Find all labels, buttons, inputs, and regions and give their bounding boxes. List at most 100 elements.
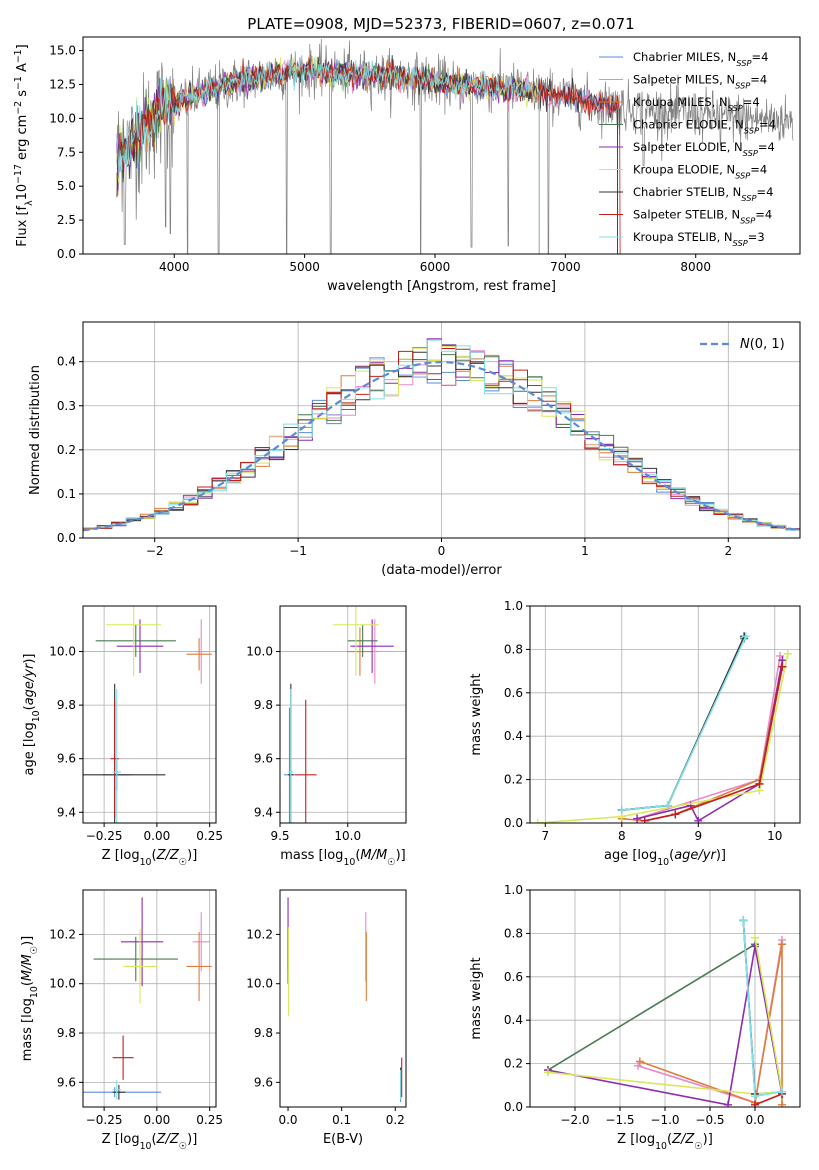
x-tick-label: 0.0 [745,1113,764,1127]
y-tick-label: 12.5 [49,77,76,91]
weight-marker [544,1068,552,1077]
figure-title: PLATE=0908, MJD=52373, FIBERID=0607, z=0… [247,15,634,33]
errorbar-point [116,619,164,673]
axes-frame [82,36,801,255]
weight-marker [739,916,748,925]
errorbar-point [112,1079,121,1100]
x-tick-label: 0.25 [196,829,223,843]
errorbar-point [332,606,379,676]
y-axis-label: mass weight [469,957,484,1039]
panel-massweight_vs_Z: −2.0 −1.5 −1.0 −0.5 0.0 0.0 0.2 0.4 0.6 0.8 1.0 Z [… [469,883,801,1152]
weight-line [547,943,756,1071]
y-tick-label: 0.0 [57,247,76,261]
y-tick-label: 10.0 [246,977,273,991]
legend-entry: Kroupa ELODIE, NSSP=4 [633,163,767,181]
plot-area [533,632,792,823]
weight-marker [751,1100,759,1107]
weight-line [644,666,784,822]
x-axis-label: age [log10(age/yr)] [604,848,726,868]
y-tick-label: 0.8 [504,926,523,940]
y-tick-label: 15.0 [49,44,76,58]
x-tick-label: −0.25 [86,829,123,843]
errorbar-point [112,1035,134,1080]
panel-mass_vs_ebv: 0.0 0.1 0.2 9.6 9.8 10.0 10.2 E(B-V) [246,889,407,1147]
errorbar-point [93,936,178,982]
plot-area [287,897,403,1103]
x-axis-label: Z [log10(Z/Z☉)] [102,848,198,868]
axes-frame [529,605,801,824]
errorbar-point [186,638,212,671]
y-tick-label: 7.5 [57,145,76,159]
plot-area [544,916,786,1107]
axes: 7 8 9 10 0.0 0.2 0.4 0.6 0.8 1.0 age [log10(age/yr… [469,599,801,868]
weight-marker [778,1087,786,1096]
weight-marker [776,651,785,660]
y-tick-label: 9.8 [254,698,273,712]
model-spectrum [116,56,540,254]
y-tick-label: 10.0 [49,111,76,125]
weight-line [621,638,745,811]
y-axis-label: mass [log10(M/M☉)] [20,936,40,1062]
y-tick-label: 9.4 [57,805,76,819]
y-axis-label: Flux [fλ10−17 erg cm−2 s−1 A−1] [13,44,35,246]
weight-marker [617,805,626,814]
x-tick-label: 2 [724,544,732,558]
weight-marker [778,662,787,671]
errorbar-point [288,689,294,823]
errorbar-point [186,931,212,1001]
panel-spectrum: 4000 5000 6000 7000 8000 0.0 2.5 5.0 7.5 10.0 12.5… [13,36,801,294]
x-tick-label: −1.0 [650,1113,679,1127]
axes: 0.0 0.1 0.2 9.6 9.8 10.0 10.2 E(B-V) [246,889,407,1147]
weight-marker [778,1100,786,1107]
panel-mass_vs_Z: −0.25 0.00 0.25 9.6 9.8 10.0 10.2 Z [log10(Z/Z☉… [20,889,223,1152]
x-tick-label: 4000 [159,260,190,274]
y-tick-label: 9.8 [57,1026,76,1040]
legend-entry: Salpeter ELODIE, NSSP=4 [633,140,775,158]
weight-marker [724,1100,732,1107]
weight-line [742,920,783,1098]
legend-entry: Kroupa MILES, NSSP=4 [633,95,760,113]
plot-area [83,606,212,823]
plot-area [83,338,800,532]
y-tick-label: 10.0 [49,645,76,659]
x-tick-label: −1 [289,544,307,558]
x-tick-label: −0.5 [695,1113,724,1127]
weight-line [636,655,781,820]
weight-marker [751,933,759,942]
errorbar-point [350,619,394,673]
y-axis-label: mass weight [469,673,484,755]
errorbar-point [110,699,119,818]
x-axis-label: Z [log10(Z/Z☉)] [617,1132,713,1152]
axes: −2 −1 0 1 2 0.0 0.1 0.2 0.3 0.4 (data-model)/error… [28,321,801,578]
errorbar-point [112,689,121,823]
x-tick-label: 6000 [420,260,451,274]
axes: −0.25 0.00 0.25 9.6 9.8 10.0 10.2 Z [log10(Z/Z☉… [20,889,223,1152]
y-tick-label: 0.4 [57,355,76,369]
x-tick-label: 9 [694,829,702,843]
y-tick-label: 10.2 [49,927,76,941]
weight-marker [694,816,703,823]
errorbar-point [194,619,208,684]
y-tick-label: 0.4 [504,729,523,743]
weight-line [621,660,784,822]
panel-massweight_vs_age: 7 8 9 10 0.0 0.2 0.4 0.6 0.8 1.0 age [log10(age/yr… [469,599,801,868]
axes-frame [279,605,407,824]
axes-frame [82,605,217,824]
y-tick-label: 0.2 [504,1057,523,1071]
y-tick-label: 9.6 [254,1075,273,1089]
x-tick-label: −2.0 [560,1113,589,1127]
y-tick-label: 9.8 [57,698,76,712]
x-tick-label: 0.00 [144,1113,171,1127]
weight-marker [751,1092,759,1101]
legend-entry: Kroupa STELIB, NSSP=3 [633,230,765,248]
weight-marker [671,810,680,819]
x-tick-label: 0.25 [196,1113,223,1127]
weight-marker [741,632,750,641]
x-tick-label: 0 [438,544,446,558]
weight-marker [640,816,649,823]
legend-entry: Chabrier MILES, NSSP=4 [633,50,768,68]
y-tick-label: 9.6 [254,752,273,766]
x-tick-label: 5000 [289,260,320,274]
normal-curve [83,360,798,532]
